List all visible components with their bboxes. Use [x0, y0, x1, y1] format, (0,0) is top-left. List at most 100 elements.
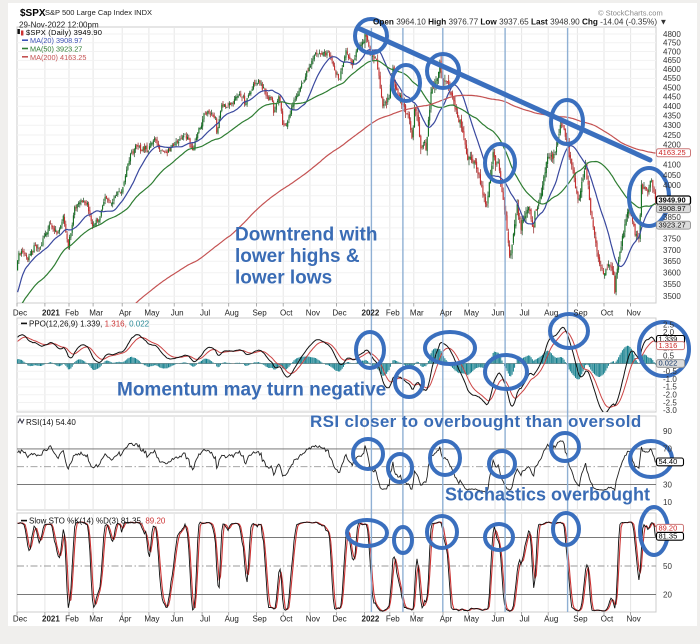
svg-text:-2.0: -2.0: [663, 391, 677, 400]
svg-text:4550: 4550: [663, 74, 681, 83]
svg-text:Jun: Jun: [171, 309, 184, 318]
svg-text:Oct: Oct: [280, 615, 293, 624]
svg-text:2022: 2022: [362, 309, 380, 318]
svg-text:4163.25: 4163.25: [659, 148, 686, 157]
svg-text:20: 20: [663, 590, 672, 599]
svg-text:4000: 4000: [663, 181, 681, 190]
svg-text:-1.0: -1.0: [663, 375, 677, 384]
svg-text:Dec: Dec: [13, 615, 27, 624]
svg-text:3700: 3700: [663, 246, 681, 255]
svg-text:© StockCharts.com: © StockCharts.com: [598, 9, 663, 18]
svg-text:Sep: Sep: [573, 309, 588, 318]
svg-text:Jun: Jun: [171, 615, 184, 624]
svg-text:Open 3964.10 High 3976.77 Low: Open 3964.10 High 3976.77 Low 3937.65 La…: [373, 18, 667, 27]
svg-text:Jun: Jun: [492, 615, 505, 624]
svg-text:4500: 4500: [663, 83, 681, 92]
svg-text:RSI closer to overbought than: RSI closer to overbought than oversold: [310, 412, 642, 431]
svg-text:1.316: 1.316: [659, 341, 678, 350]
svg-text:81.35: 81.35: [659, 531, 678, 540]
svg-text:May: May: [464, 309, 479, 318]
svg-text:Feb: Feb: [65, 615, 79, 624]
svg-text:Apr: Apr: [119, 309, 132, 318]
svg-text:0.5: 0.5: [663, 352, 675, 361]
svg-text:-0.5: -0.5: [663, 367, 677, 376]
svg-text:Apr: Apr: [440, 615, 453, 624]
svg-text:4250: 4250: [663, 131, 681, 140]
svg-text:2022: 2022: [362, 615, 380, 624]
svg-text:10: 10: [663, 498, 672, 507]
svg-text:Jul: Jul: [200, 309, 210, 318]
svg-text:3550: 3550: [663, 280, 681, 289]
svg-text:4700: 4700: [663, 47, 681, 56]
svg-text:1.339: 1.339: [659, 335, 678, 344]
svg-text:3650: 3650: [663, 257, 681, 266]
svg-text:Downtrend with: Downtrend with: [235, 225, 377, 246]
svg-text:Nov: Nov: [306, 615, 320, 624]
svg-text:Feb: Feb: [386, 615, 400, 624]
svg-text:4450: 4450: [663, 93, 681, 102]
svg-text:3600: 3600: [663, 269, 681, 278]
svg-text:4050: 4050: [663, 171, 681, 180]
svg-text:Sep: Sep: [252, 309, 267, 318]
svg-text:90: 90: [663, 427, 672, 436]
svg-text:Oct: Oct: [280, 309, 293, 318]
svg-text:Dec: Dec: [13, 309, 27, 318]
svg-text:89.20: 89.20: [659, 523, 678, 532]
svg-text:Aug: Aug: [225, 615, 239, 624]
svg-text:54.40: 54.40: [659, 457, 678, 466]
svg-text:Apr: Apr: [440, 309, 453, 318]
svg-text:PPO(12,26,9) 1.339, 1.316, 0.0: PPO(12,26,9) 1.339, 1.316, 0.022: [29, 319, 150, 328]
svg-text:Sep: Sep: [252, 615, 267, 624]
svg-text:Apr: Apr: [119, 615, 132, 624]
svg-text:3500: 3500: [663, 292, 681, 301]
svg-text:S&P 500 Large Cap Index INDX: S&P 500 Large Cap Index INDX: [45, 8, 152, 17]
svg-text:3908.97: 3908.97: [659, 204, 686, 213]
svg-text:4400: 4400: [663, 102, 681, 111]
svg-text:4300: 4300: [663, 121, 681, 130]
svg-text:Momentum may turn negative: Momentum may turn negative: [117, 380, 386, 401]
svg-text:Mar: Mar: [410, 309, 424, 318]
svg-text:Aug: Aug: [225, 309, 239, 318]
svg-text:$SPX: $SPX: [20, 8, 46, 19]
svg-text:Jun: Jun: [492, 309, 505, 318]
svg-text:MA(50) 3923.27: MA(50) 3923.27: [30, 45, 82, 54]
svg-text:Nov: Nov: [306, 309, 320, 318]
svg-text:Feb: Feb: [386, 309, 400, 318]
svg-text:2.5: 2.5: [663, 320, 675, 329]
svg-text:MA(200) 4163.25: MA(200) 4163.25: [30, 53, 86, 62]
svg-text:Sep: Sep: [573, 615, 588, 624]
svg-text:May: May: [464, 615, 479, 624]
svg-text:May: May: [144, 615, 159, 624]
svg-text:Jul: Jul: [519, 309, 529, 318]
svg-text:Nov: Nov: [626, 309, 640, 318]
svg-text:29-Nov-2022 12:00pm: 29-Nov-2022 12:00pm: [19, 21, 99, 30]
svg-text:Mar: Mar: [410, 615, 424, 624]
svg-text:-1.5: -1.5: [663, 383, 677, 392]
svg-text:4200: 4200: [663, 141, 681, 150]
svg-text:4800: 4800: [663, 30, 681, 39]
svg-text:lower highs &: lower highs &: [235, 246, 360, 267]
svg-text:May: May: [144, 309, 159, 318]
svg-text:Slow STO %K(14) %D(3) 81.35, 8: Slow STO %K(14) %D(3) 81.35, 89.20: [29, 517, 166, 526]
svg-text:4750: 4750: [663, 39, 681, 48]
svg-text:3850: 3850: [663, 213, 681, 222]
svg-text:Jul: Jul: [519, 615, 529, 624]
svg-text:Aug: Aug: [544, 309, 558, 318]
svg-text:2.0: 2.0: [663, 328, 675, 337]
svg-text:Stochastics overbought: Stochastics overbought: [445, 485, 650, 505]
svg-text:2021: 2021: [42, 615, 60, 624]
svg-text:4600: 4600: [663, 65, 681, 74]
svg-text:Aug: Aug: [544, 615, 558, 624]
svg-text:Dec: Dec: [332, 615, 346, 624]
svg-text:Mar: Mar: [89, 615, 103, 624]
svg-text:2021: 2021: [42, 309, 60, 318]
svg-text:4100: 4100: [663, 161, 681, 170]
svg-text:Dec: Dec: [332, 309, 346, 318]
svg-text:lower lows: lower lows: [235, 268, 332, 289]
svg-text:70: 70: [663, 445, 672, 454]
svg-text:-3.0: -3.0: [663, 406, 677, 415]
svg-text:Mar: Mar: [89, 309, 103, 318]
svg-text:30: 30: [663, 480, 672, 489]
svg-text:4650: 4650: [663, 56, 681, 65]
svg-text:4350: 4350: [663, 112, 681, 121]
